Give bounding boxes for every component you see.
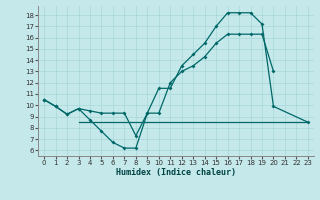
X-axis label: Humidex (Indice chaleur): Humidex (Indice chaleur): [116, 168, 236, 177]
